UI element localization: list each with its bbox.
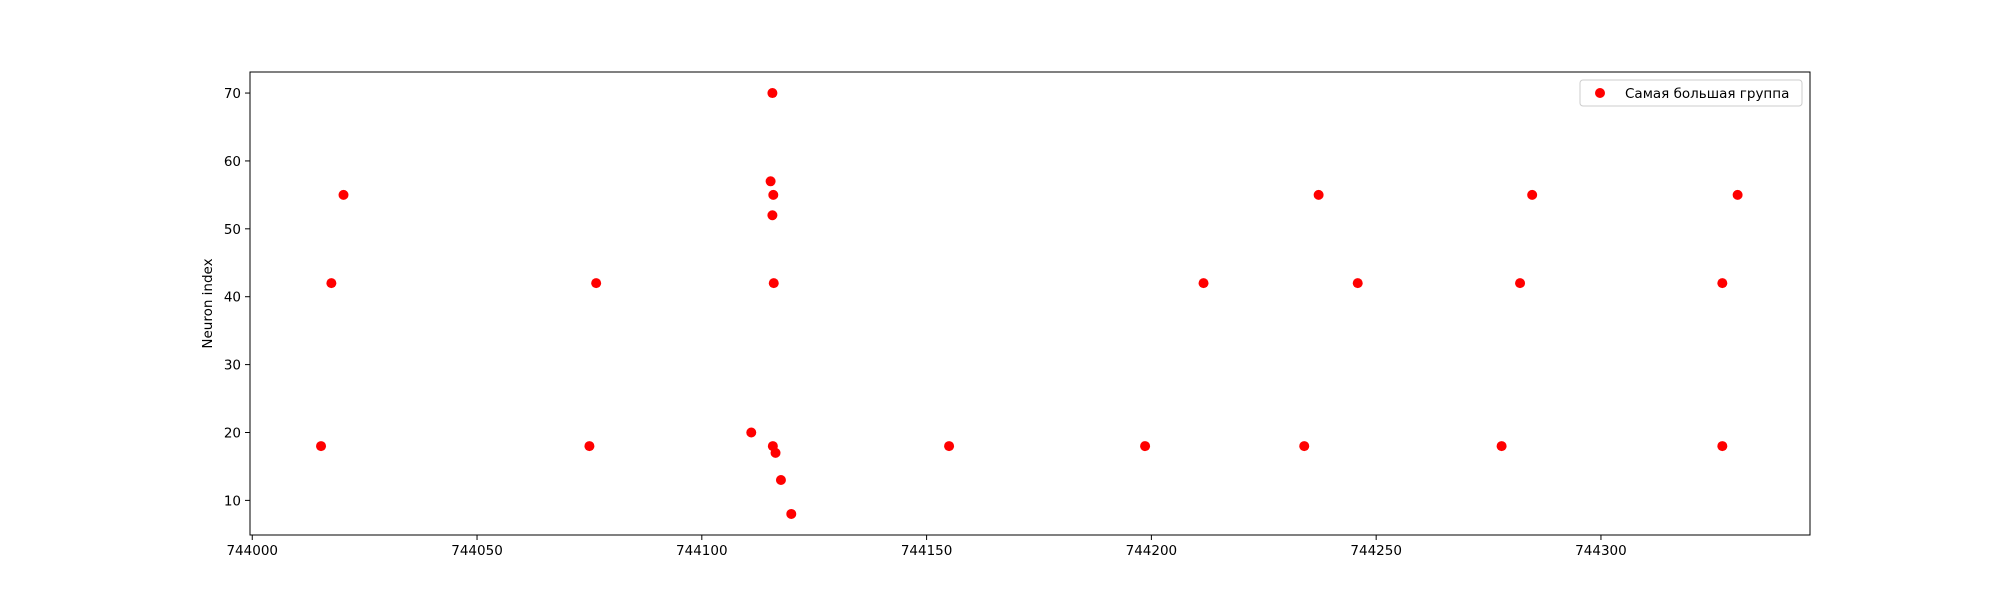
x-tick-label: 744100 bbox=[676, 543, 728, 559]
data-point bbox=[1198, 278, 1209, 289]
data-point bbox=[767, 88, 778, 99]
data-point bbox=[1717, 278, 1728, 289]
y-axis-title: Neuron index bbox=[200, 258, 216, 348]
data-point bbox=[775, 475, 786, 486]
legend: Самая большая группа bbox=[1579, 79, 1803, 107]
y-tick-label: 50 bbox=[224, 222, 241, 238]
data-point bbox=[746, 427, 757, 438]
legend-marker bbox=[1595, 88, 1605, 98]
data-point bbox=[944, 441, 955, 452]
data-point bbox=[1496, 441, 1507, 452]
data-point bbox=[1527, 189, 1538, 200]
data-point bbox=[1313, 189, 1324, 200]
data-point bbox=[1140, 441, 1151, 452]
x-tick-label: 744300 bbox=[1575, 543, 1627, 559]
legend-box bbox=[1579, 79, 1803, 107]
y-tick-label: 10 bbox=[224, 493, 241, 509]
data-point bbox=[591, 278, 602, 289]
data-point bbox=[338, 189, 349, 200]
data-point bbox=[767, 210, 778, 221]
y-tick-label: 40 bbox=[224, 290, 241, 306]
x-tick-label: 744200 bbox=[1126, 543, 1178, 559]
x-tick-label: 744250 bbox=[1350, 543, 1402, 559]
data-point bbox=[765, 176, 776, 187]
plot-area bbox=[250, 72, 1810, 535]
y-tick-label: 30 bbox=[224, 358, 241, 374]
plot-background bbox=[250, 72, 1810, 535]
data-point bbox=[584, 441, 595, 452]
data-point bbox=[326, 278, 337, 289]
data-point bbox=[1299, 441, 1310, 452]
x-tick-label: 744150 bbox=[901, 543, 953, 559]
data-points bbox=[316, 88, 1743, 519]
data-point bbox=[768, 278, 779, 289]
data-point bbox=[1732, 189, 1743, 200]
axes: 744000 744050 744100 744150 744200 744250 7443… bbox=[200, 71, 1811, 559]
legend-label: Самая большая группа bbox=[1625, 86, 1789, 102]
data-point bbox=[770, 447, 781, 458]
data-point bbox=[1717, 441, 1728, 452]
data-point bbox=[1352, 278, 1363, 289]
data-point bbox=[768, 189, 779, 200]
y-tick-label: 20 bbox=[224, 425, 241, 441]
x-tick-label: 744000 bbox=[226, 543, 278, 559]
data-point bbox=[786, 508, 797, 519]
data-point bbox=[316, 441, 327, 452]
data-point bbox=[1515, 278, 1526, 289]
y-tick-label: 70 bbox=[224, 86, 241, 102]
y-tick-label: 60 bbox=[224, 154, 241, 170]
plot-frame bbox=[249, 71, 1811, 536]
x-tick-label: 744050 bbox=[451, 543, 503, 559]
